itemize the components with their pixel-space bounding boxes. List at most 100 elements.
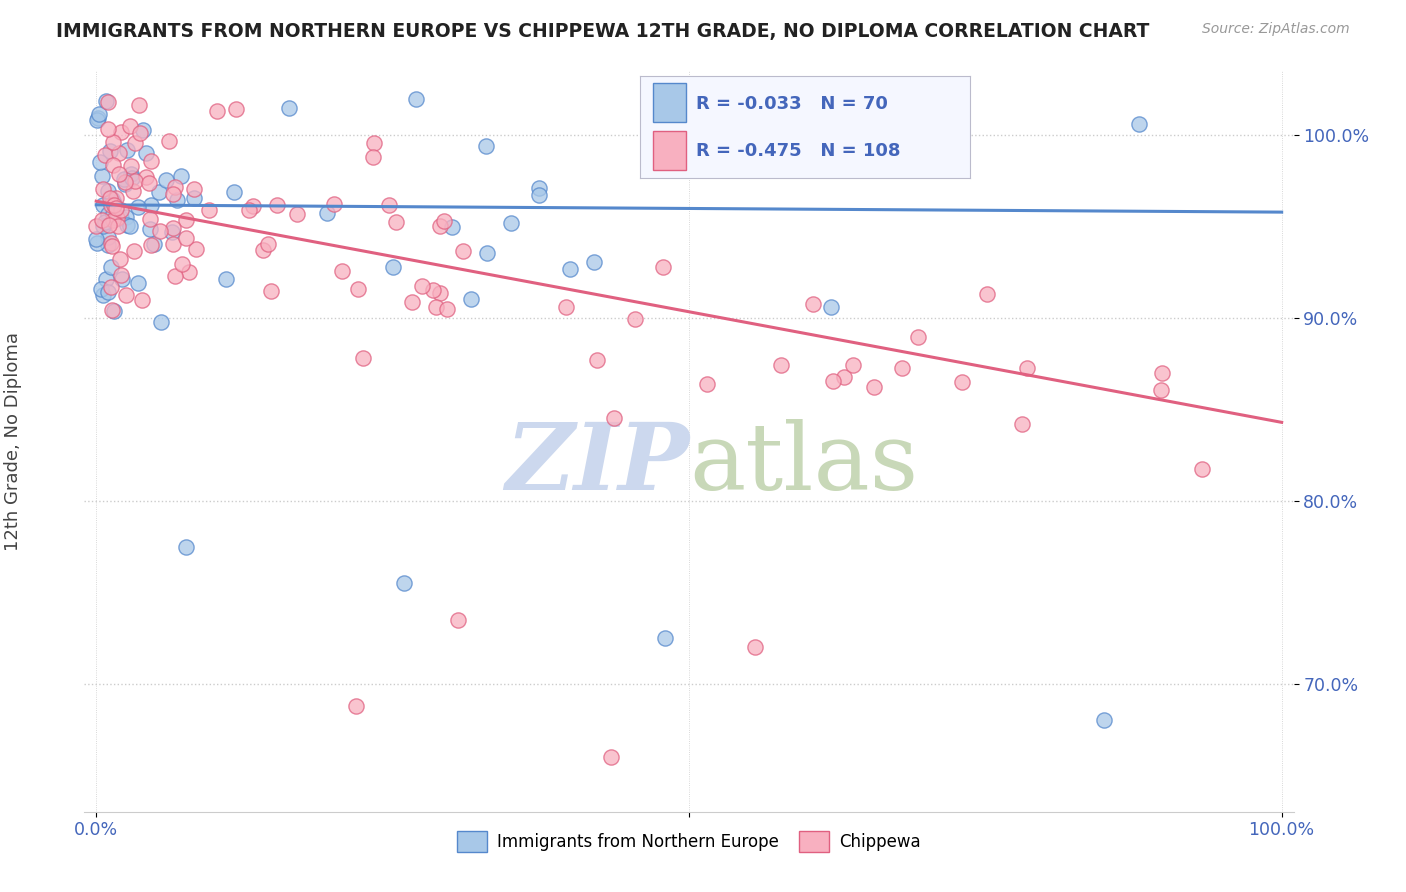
Point [585,352,607,367]
Point [266,198,288,212]
Bar [652,131,686,170]
Point [138,222,160,236]
Point [97,184,120,198]
Point [90,282,112,296]
Point [174,231,197,245]
Point [405,92,427,106]
Point [696,376,718,391]
Point [453,244,475,258]
Point [86,219,108,233]
Point [583,254,606,268]
Point [103,212,125,227]
Point [401,294,423,309]
Point [131,123,153,137]
Point [93,148,115,162]
Point [842,358,865,372]
Point [98,218,121,232]
Point [1128,117,1150,131]
Point [131,293,153,307]
Point [114,175,136,189]
Point [440,219,463,234]
Text: ZIP: ZIP [505,418,689,508]
Legend: Immigrants from Northern Europe, Chippewa: Immigrants from Northern Europe, Chippew… [450,824,928,859]
Point [104,191,127,205]
Point [166,193,188,207]
Point [159,134,181,148]
Point [501,216,523,230]
Point [429,286,451,301]
Point [560,261,582,276]
Point [460,293,482,307]
Point [475,139,498,153]
Point [115,218,138,232]
Point [433,213,456,227]
Point [142,236,165,251]
Point [346,283,368,297]
Point [832,369,855,384]
Text: atlas: atlas [689,418,918,508]
Point [115,211,138,225]
Point [174,540,197,554]
Point [215,272,238,286]
Point [477,245,499,260]
Point [149,315,172,329]
Bar [652,83,686,122]
Point [1191,462,1213,476]
Point [278,101,301,115]
Point [769,358,792,372]
Point [891,360,914,375]
Point [183,181,205,195]
Point [820,300,842,314]
Point [101,192,124,206]
Point [527,181,550,195]
Point [285,207,308,221]
Point [363,136,385,150]
Point [411,278,433,293]
Point [744,640,766,655]
Point [155,172,177,186]
Point [103,303,125,318]
Point [120,167,142,181]
Point [115,143,138,157]
Point [100,235,122,250]
Point [976,287,998,301]
Point [429,219,451,233]
Point [352,351,374,365]
Point [105,211,128,226]
Point [198,203,221,218]
Point [100,198,122,212]
Point [114,177,136,191]
Point [94,215,117,229]
Point [344,698,367,713]
Point [425,300,447,314]
Point [97,122,120,136]
Point [165,179,187,194]
Point [91,198,114,212]
Point [86,232,108,246]
Point [115,288,138,302]
Point [100,260,122,274]
Point [110,211,132,226]
Point [139,198,162,212]
Point [907,330,929,344]
Point [128,98,150,112]
Point [103,135,125,149]
Point [86,235,108,250]
Point [863,380,886,394]
Point [101,207,124,221]
Point [381,260,404,274]
Point [110,272,132,286]
Point [385,215,408,229]
Point [148,186,170,200]
Point [97,238,120,252]
Point [110,125,132,139]
Point [225,103,247,117]
Point [162,186,184,201]
Point [555,301,578,315]
Point [174,213,197,227]
Point [108,146,131,161]
Point [138,212,160,227]
Point [98,191,121,205]
Point [242,198,264,212]
Point [1011,417,1033,431]
